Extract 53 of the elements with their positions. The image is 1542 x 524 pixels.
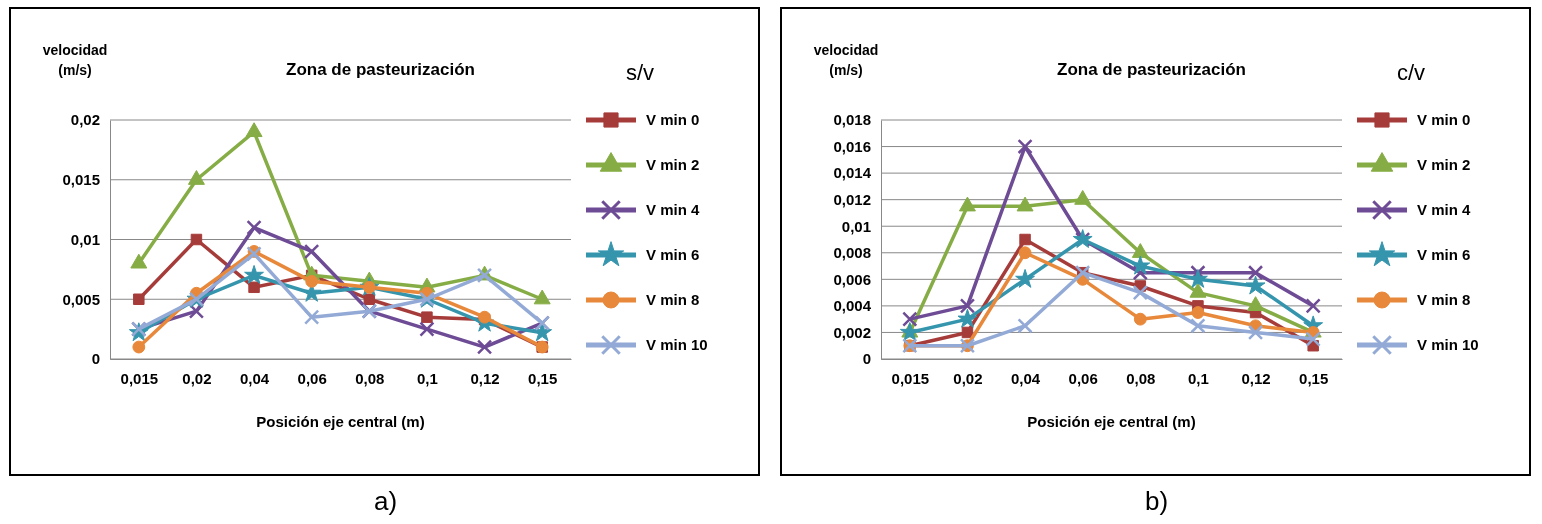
legend-title: s/v [626, 60, 655, 85]
y-tick-label: 0,005 [62, 290, 100, 308]
legend-label: V min 4 [646, 201, 701, 218]
y-tick-label: 0,016 [833, 137, 871, 155]
x-tick-label: 0,04 [1010, 369, 1041, 387]
x-tick-label: 0,15 [1299, 369, 1329, 387]
chart-title: Zona de pasteurización [286, 60, 475, 79]
x-tick-label: 0,08 [355, 369, 385, 387]
legend-label: V min 8 [1417, 291, 1471, 308]
y-tick-label: 0,002 [833, 323, 871, 341]
y-tick-label: 0,014 [833, 164, 872, 182]
y-tick-label: 0,004 [833, 297, 872, 315]
legend-label: V min 2 [646, 156, 700, 173]
y-axis-title: velocidad (m/s) [813, 42, 879, 78]
x-axis-title: Posición eje central (m) [256, 413, 425, 430]
y-tick-label: 0 [91, 350, 100, 368]
y-tick-label: 0,008 [833, 244, 871, 262]
x-tick-label: 0,1 [1188, 369, 1209, 387]
x-tick-label: 0,12 [470, 369, 500, 387]
x-tick-label: 0,04 [239, 369, 270, 387]
x-tick-label: 0,015 [891, 369, 930, 387]
legend-label: V min 4 [1417, 201, 1472, 218]
x-tick-label: 0,015 [120, 369, 159, 387]
y-tick-label: 0,015 [62, 171, 100, 189]
legend-label: V min 6 [646, 246, 700, 263]
x-tick-label: 0,12 [1241, 369, 1271, 387]
legend-label: V min 0 [1417, 111, 1471, 128]
x-tick-label: 0,02 [182, 369, 212, 387]
y-tick-label: 0,02 [70, 111, 100, 129]
x-tick-label: 0,02 [953, 369, 983, 387]
y-tick-label: 0,01 [70, 230, 100, 248]
chart-title: Zona de pasteurización [1057, 60, 1246, 79]
y-tick-label: 0,006 [833, 270, 871, 288]
text: a) [373, 486, 398, 516]
x-tick-label: 0,1 [417, 369, 438, 387]
y-tick-label: 0,012 [833, 190, 871, 208]
legend-label: V min 2 [1417, 156, 1471, 173]
legend-label: V min 10 [646, 336, 708, 353]
text: b) [1144, 486, 1169, 516]
x-tick-label: 0,15 [528, 369, 558, 387]
legend-label: V min 6 [1417, 246, 1471, 263]
x-tick-label: 0,06 [297, 369, 327, 387]
y-tick-label: 0 [862, 350, 871, 368]
legend-label: V min 8 [646, 291, 700, 308]
legend-title: c/v [1397, 60, 1426, 85]
legend-label: V min 0 [646, 111, 700, 128]
y-tick-label: 0,018 [833, 111, 871, 129]
y-tick-label: 0,01 [841, 217, 871, 235]
legend-label: V min 10 [1417, 336, 1479, 353]
x-axis-title: Posición eje central (m) [1027, 413, 1196, 430]
x-tick-label: 0,06 [1068, 369, 1098, 387]
y-axis-title: velocidad (m/s) [42, 42, 108, 78]
x-tick-label: 0,08 [1126, 369, 1156, 387]
